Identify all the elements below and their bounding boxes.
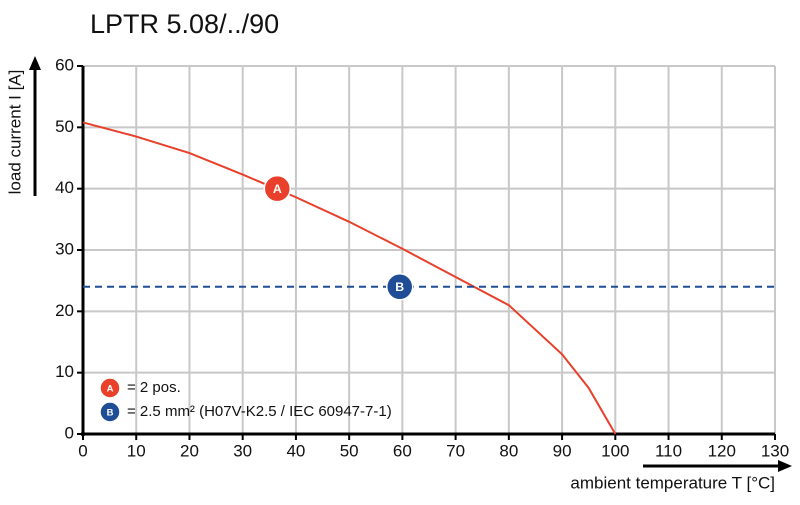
y-tick-label: 60 [55,55,74,74]
marker-letter: B [395,280,404,294]
y-tick-label: 20 [55,301,74,320]
axis-arrows [29,56,792,472]
x-tick-label: 70 [446,441,465,460]
x-tick-label: 0 [78,441,87,460]
chart-title: LPTR 5.08/../90 [90,9,279,39]
y-axis-label: load current I [A] [5,70,24,195]
x-tick-label: 60 [393,441,412,460]
x-tick-label: 30 [233,441,252,460]
y-tick-label: 40 [55,178,74,197]
legend-label: = 2.5 mm² (H07V-K2.5 / IEC 60947-7-1) [127,403,392,420]
series-line [82,121,617,435]
x-tick-label: 90 [553,441,572,460]
x-tick-label: 100 [601,441,629,460]
x-tick-label: 120 [708,441,736,460]
y-tick-label: 30 [55,239,74,258]
marker-letter: B [107,408,114,419]
x-tick-label: 20 [180,441,199,460]
marker-letter: A [107,384,114,395]
y-tick-label: 50 [55,117,74,136]
x-tick-label: 130 [761,441,789,460]
x-axis-label: ambient temperature T [°C] [570,473,775,492]
x-tick-label: 10 [127,441,146,460]
marker-letter: A [273,182,282,196]
y-tick-label: 10 [55,362,74,381]
legend-label: = 2 pos. [127,379,181,396]
x-tick-label: 50 [340,441,359,460]
y-tick-label: 0 [65,423,74,442]
x-tick-label: 110 [655,441,682,460]
marker-badge [99,401,121,423]
marker-badge [385,273,414,301]
x-tick-label: 40 [286,441,305,460]
marker-badge [99,377,121,399]
marker-badge [263,174,292,203]
x-tick-label: 80 [499,441,518,460]
